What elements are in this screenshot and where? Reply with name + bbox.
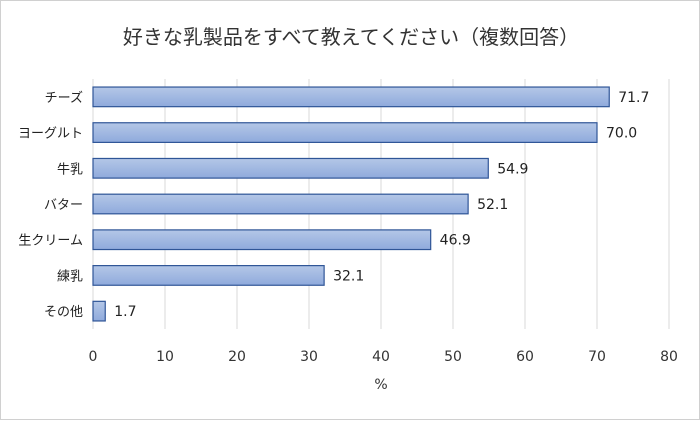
x-tick-label: 0 [89, 349, 98, 365]
category-label: チーズ [45, 90, 83, 106]
x-axis-title: % [374, 377, 387, 393]
category-label: その他 [44, 305, 83, 320]
x-tick-label: 10 [156, 349, 174, 365]
x-tick-label: 70 [588, 349, 606, 365]
category-label: 生クリーム [18, 234, 83, 249]
data-label: 46.9 [440, 233, 471, 249]
bar [92, 157, 489, 179]
bar [92, 193, 469, 215]
x-tick-label: 50 [444, 349, 462, 365]
category-label: バター [44, 198, 83, 213]
category-label: 牛乳 [57, 162, 83, 177]
x-tick-label: 20 [228, 349, 246, 365]
bar [92, 122, 598, 143]
bar [92, 265, 325, 286]
category-label: 練乳 [57, 269, 83, 284]
bars: 71.7 70.0 54.9 52.1 46.9 32.1 1.7 [92, 86, 649, 322]
x-tick-label: 80 [660, 349, 678, 365]
x-tick-labels: 0 10 20 30 40 50 60 70 80 [89, 349, 678, 365]
category-label: ヨーグルト [18, 127, 83, 142]
x-tick-label: 30 [300, 349, 318, 365]
bar [92, 300, 106, 322]
data-label: 1.7 [114, 304, 136, 320]
bar [92, 229, 432, 251]
data-label: 32.1 [333, 268, 364, 284]
x-tick-label: 60 [516, 349, 534, 365]
data-label: 54.9 [497, 161, 528, 177]
x-tick-label: 40 [372, 349, 390, 365]
chart-title: 好きな乳製品をすべて教えてください（複数回答） [122, 25, 580, 49]
data-label: 70.0 [606, 126, 637, 142]
data-label: 52.1 [477, 197, 508, 213]
bar [92, 86, 610, 108]
data-label: 71.7 [618, 90, 649, 106]
